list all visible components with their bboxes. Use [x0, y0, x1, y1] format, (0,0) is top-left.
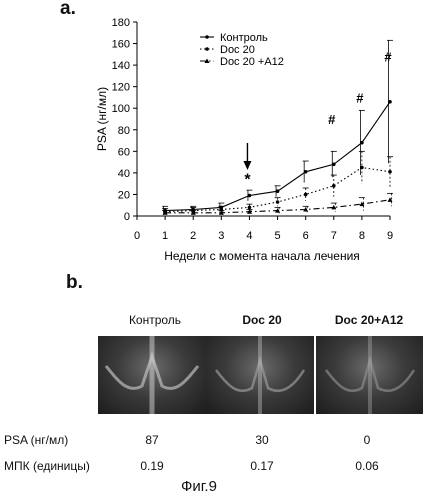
x-tick-label: 9	[387, 230, 393, 242]
column-header-doc20-a12: Doc 20+A12	[315, 313, 423, 327]
bmd-value-control: 0.19	[112, 459, 192, 473]
data-point	[248, 194, 252, 198]
x-tick-label: 4	[246, 230, 252, 242]
y-tick-label: 40	[118, 168, 130, 180]
legend-label-0: Контроль	[220, 32, 268, 44]
x-tick-label: 7	[331, 230, 337, 242]
y-tick-label: 160	[112, 39, 130, 51]
bmd-value-doc20-a12: 0.06	[327, 459, 407, 473]
legend-marker-1	[205, 47, 209, 51]
legend-label-2: Doc 20 +A12	[220, 56, 284, 68]
significance-mark: *	[244, 172, 251, 189]
y-tick-label: 0	[124, 211, 130, 223]
xray-image-control	[98, 336, 206, 414]
x-tick-label: 3	[218, 230, 224, 242]
data-point	[332, 184, 336, 188]
y-tick-label: 120	[112, 82, 130, 94]
row-label-bmd: МПК (единицы)	[4, 459, 90, 473]
x-tick-label: 8	[359, 230, 365, 242]
significance-mark: #	[356, 90, 364, 105]
psa-value-control: 87	[112, 433, 192, 447]
data-point	[388, 100, 392, 104]
column-header-control: Контроль	[101, 313, 209, 327]
series-line-0	[165, 102, 390, 211]
column-header-doc20: Doc 20	[208, 313, 316, 327]
y-tick-label: 180	[112, 17, 130, 29]
data-point	[276, 189, 280, 193]
y-tick-label: 60	[118, 146, 130, 158]
psa-value-doc20: 30	[222, 433, 302, 447]
data-point	[304, 170, 308, 174]
x-tick-label: 6	[303, 230, 309, 242]
treatment-arrow-head	[243, 161, 251, 170]
data-point	[360, 166, 364, 170]
psa-line-chart: 0 20 40 60 80 100 120 140 160 180 0 1 2 3 4 5 6 7 8 9 Недели…	[0, 0, 423, 270]
data-point	[248, 206, 252, 210]
row-label-psa: PSA (нг/мл)	[4, 433, 68, 447]
y-tick-label: 80	[118, 125, 130, 137]
data-point	[388, 170, 392, 174]
y-axis-label: PSA (нг/мл)	[95, 87, 109, 151]
x-tick-label: 5	[274, 230, 280, 242]
y-tick-label: 20	[118, 189, 130, 201]
xray-image-doc20	[206, 336, 314, 414]
x-tick-label: 0	[134, 230, 140, 242]
x-axis-label: Недели с момента начала лечения	[164, 249, 360, 263]
data-point	[360, 141, 364, 145]
panel-b-label: b.	[66, 272, 83, 294]
data-point	[276, 200, 280, 204]
significance-mark: #	[384, 49, 392, 64]
y-tick-label: 140	[112, 60, 130, 72]
significance-mark: #	[328, 112, 336, 127]
psa-value-doc20-a12: 0	[327, 433, 407, 447]
data-point	[304, 193, 308, 197]
x-tick-label: 2	[190, 230, 196, 242]
bmd-value-doc20: 0.17	[222, 459, 302, 473]
figure-caption: Фиг.9	[181, 478, 217, 495]
y-tick-label: 100	[112, 103, 130, 115]
legend-label-1: Doc 20	[220, 44, 255, 56]
xray-image-doc20-a12	[316, 336, 423, 414]
x-tick-label: 1	[162, 230, 168, 242]
legend-marker-0	[205, 35, 209, 39]
data-point	[332, 162, 336, 166]
